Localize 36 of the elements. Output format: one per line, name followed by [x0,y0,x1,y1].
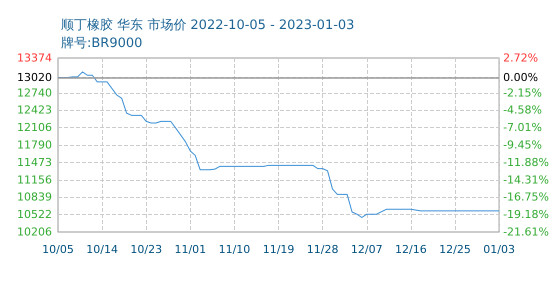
x-tick-label: 11/01 [174,243,206,256]
y-tick-label: 10839 [17,190,52,204]
x-tick-label: 10/14 [86,243,118,256]
y-tick-label: 11156 [17,173,52,186]
y-tick-label: 11790 [17,138,52,152]
x-tick-label: 10/23 [130,243,162,256]
y2-tick-label: 2.72% [503,52,538,64]
y-tick-label: 12106 [17,121,52,134]
y2-tick-label: -16.75% [503,190,550,204]
chart-subtitle: 牌号:BR9000 [61,36,142,51]
y2-tick-label: -7.01% [503,121,542,134]
y2-tick-label: -2.15% [503,86,542,100]
x-tick-label: 12/25 [439,243,471,256]
x-tick-label: 11/28 [306,243,339,256]
y2-tick-label: -14.31% [503,173,550,186]
y-tick-label: 13374 [17,52,52,64]
x-tick-label: 11/10 [218,243,250,256]
x-tick-label: 12/16 [395,243,427,256]
x-tick-label: 12/07 [350,243,383,256]
chart-title: 顺丁橡胶 华东 市场价 2022-10-05 - 2023-01-03 [61,18,354,33]
y-tick-label: 11473 [17,156,52,169]
x-tick-label: 11/19 [262,243,294,256]
y2-tick-label: -9.45% [503,138,542,152]
y2-tick-label: -4.58% [503,104,542,117]
y2-tick-label: -11.88% [503,156,550,169]
line-series [58,71,500,218]
y-tick-label: 10206 [17,226,52,238]
y-tick-label: 12740 [17,86,52,100]
x-tick-label: 01/03 [483,243,515,256]
y2-tick-label: -19.18% [503,208,550,222]
x-tick-label: 10/05 [42,243,74,256]
y2-tick-label: 0.00% [503,70,538,84]
y2-tick-label: -21.61% [503,226,550,238]
y-tick-label: 12423 [17,104,52,117]
y-tick-label: 13020 [17,70,52,84]
y-tick-label: 10522 [17,208,52,222]
